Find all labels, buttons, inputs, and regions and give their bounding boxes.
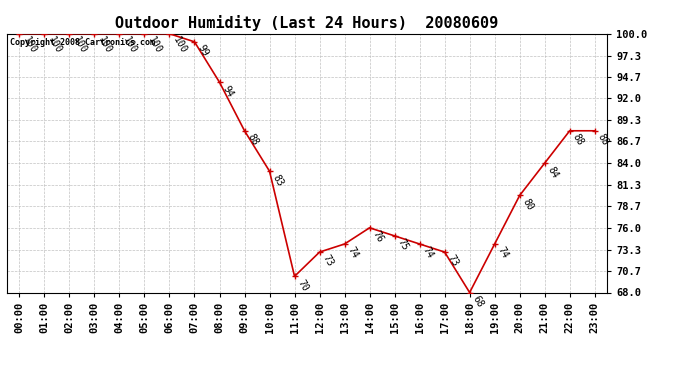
Text: 100: 100 — [121, 35, 138, 56]
Text: 100: 100 — [46, 35, 63, 56]
Text: 74: 74 — [346, 245, 360, 261]
Text: 88: 88 — [246, 132, 260, 147]
Text: 83: 83 — [271, 172, 286, 188]
Text: 70: 70 — [296, 278, 310, 293]
Text: 74: 74 — [496, 245, 511, 261]
Text: 75: 75 — [396, 237, 411, 252]
Text: 99: 99 — [196, 43, 210, 58]
Text: 76: 76 — [371, 229, 386, 244]
Text: 100: 100 — [21, 35, 38, 56]
Text: 84: 84 — [546, 165, 560, 180]
Text: 68: 68 — [471, 294, 486, 309]
Text: 100: 100 — [146, 35, 164, 56]
Text: 74: 74 — [421, 245, 435, 261]
Text: 100: 100 — [71, 35, 88, 56]
Text: 73: 73 — [446, 254, 460, 268]
Text: 94: 94 — [221, 84, 235, 99]
Title: Outdoor Humidity (Last 24 Hours)  20080609: Outdoor Humidity (Last 24 Hours) 2008060… — [115, 15, 499, 31]
Text: 73: 73 — [321, 254, 335, 268]
Text: 100: 100 — [171, 35, 188, 56]
Text: 80: 80 — [521, 197, 535, 212]
Text: 88: 88 — [571, 132, 586, 147]
Text: 100: 100 — [96, 35, 113, 56]
Text: Copyright 2008 Cartronics.com: Copyright 2008 Cartronics.com — [10, 38, 155, 46]
Text: 88: 88 — [596, 132, 611, 147]
